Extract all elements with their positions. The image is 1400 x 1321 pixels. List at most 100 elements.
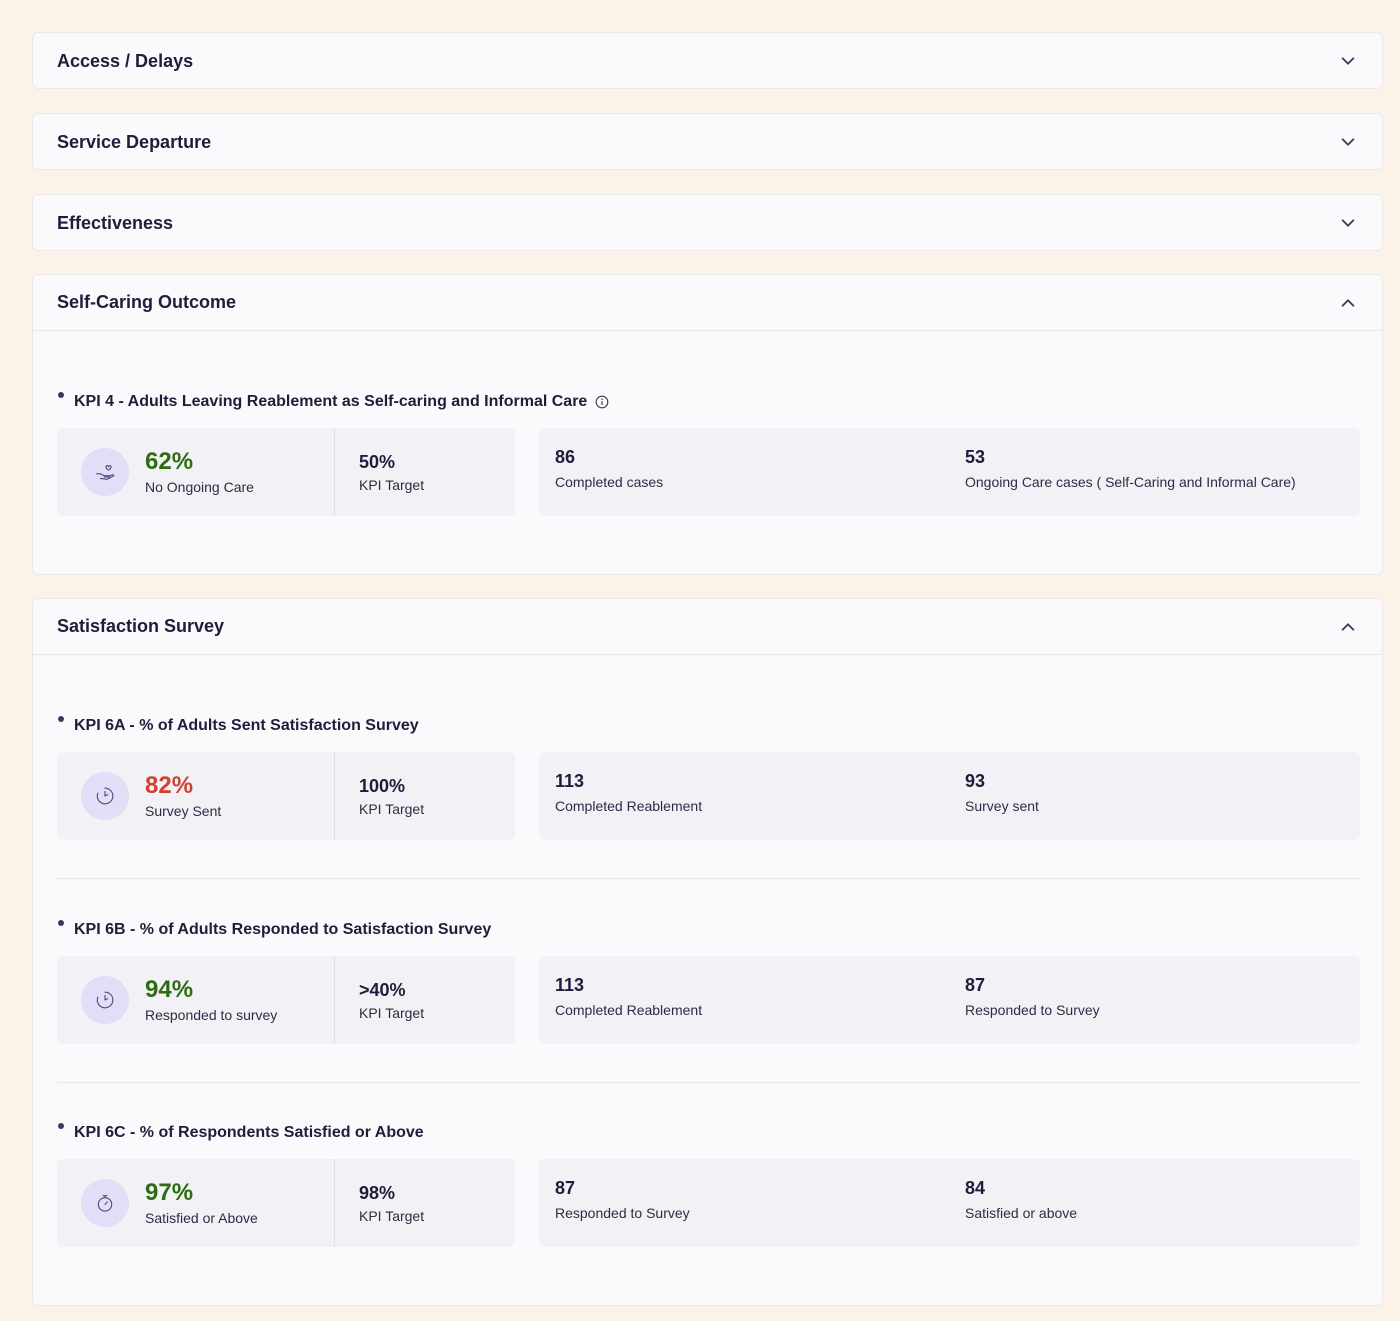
- hand-care-icon: [81, 448, 129, 496]
- kpi-target: 98% KPI Target: [335, 1159, 424, 1247]
- clock-icon: [81, 976, 129, 1024]
- stat-responded: 87 Responded to Survey: [965, 974, 1100, 1018]
- kpi-cards: 82% Survey Sent 100% KPI Target 113 Comp…: [57, 752, 1360, 840]
- kpi-title: KPI 4 - Adults Leaving Reablement as Sel…: [57, 392, 1360, 412]
- kpi-stats-card: 113 Completed Reablement 87 Responded to…: [539, 956, 1360, 1044]
- kpi-target: 50% KPI Target: [335, 428, 424, 516]
- chevron-down-icon[interactable]: [1338, 132, 1358, 152]
- kpi-result: 94% Responded to survey: [57, 956, 335, 1044]
- chevron-down-icon[interactable]: [1338, 51, 1358, 71]
- kpi-percentage-label: Survey Sent: [145, 803, 222, 819]
- info-icon[interactable]: [595, 395, 609, 409]
- chevron-up-icon[interactable]: [1338, 293, 1358, 313]
- chevron-up-icon[interactable]: [1338, 617, 1358, 637]
- kpi-stats-card: 113 Completed Reablement 93 Survey sent: [539, 752, 1360, 840]
- kpi-percentage: 97%: [145, 1179, 194, 1206]
- kpi-cards: 94% Responded to survey >40% KPI Target …: [57, 956, 1360, 1044]
- kpi-percentage: 94%: [145, 976, 194, 1003]
- stopwatch-icon: [81, 1179, 129, 1227]
- kpi-percentage-block: 97% Satisfied or Above: [145, 1179, 258, 1227]
- kpi-result: 82% Survey Sent: [57, 752, 335, 840]
- kpi-6a: KPI 6A - % of Adults Sent Satisfaction S…: [57, 716, 1360, 840]
- accordion-access-delays: Access / Delays: [32, 32, 1383, 89]
- kpi-stats-card: 86 Completed cases 53 Ongoing Care cases…: [539, 428, 1360, 516]
- kpi-percentage: 62%: [145, 448, 194, 475]
- stat-label: Completed Reablement: [555, 798, 703, 814]
- accordion-effectiveness: Effectiveness: [32, 194, 1383, 251]
- kpi-result: 62% No Ongoing Care: [57, 428, 335, 516]
- kpi-title-text: KPI 6C - % of Respondents Satisfied or A…: [74, 1124, 424, 1141]
- bullet-dot: [58, 920, 64, 926]
- kpi-percentage-label: Satisfied or Above: [145, 1210, 258, 1226]
- chevron-down-icon[interactable]: [1338, 213, 1358, 233]
- stat-satisfied: 84 Satisfied or above: [965, 1177, 1077, 1221]
- kpi-summary-card: 94% Responded to survey >40% KPI Target: [57, 956, 515, 1044]
- accordion-title: Effectiveness: [57, 212, 174, 233]
- kpi-target-label: KPI Target: [359, 1005, 425, 1021]
- accordion-title: Self-Caring Outcome: [57, 292, 237, 312]
- kpi-summary-card: 82% Survey Sent 100% KPI Target: [57, 752, 515, 840]
- kpi-6c: KPI 6C - % of Respondents Satisfied or A…: [57, 1123, 1360, 1247]
- accordion-header-satisfaction-survey[interactable]: Satisfaction Survey: [33, 599, 1382, 655]
- kpi-title-text: KPI 6B - % of Adults Responded to Satisf…: [74, 921, 492, 938]
- kpi-6b: KPI 6B - % of Adults Responded to Satisf…: [57, 920, 1360, 1044]
- kpi-percentage-label: No Ongoing Care: [145, 479, 254, 495]
- kpi-cards: 62% No Ongoing Care 50% KPI Target 86 Co…: [57, 428, 1360, 516]
- kpi-stats-card: 87 Responded to Survey 84 Satisfied or a…: [539, 1159, 1360, 1247]
- kpi-target: >40% KPI Target: [335, 956, 424, 1044]
- kpi-target-label: KPI Target: [359, 1208, 425, 1224]
- accordion-satisfaction-survey: Satisfaction Survey KPI 6A - % of Adults…: [32, 598, 1383, 1306]
- kpi-target-value: >40%: [359, 980, 406, 1000]
- accordion-header-self-caring-outcome[interactable]: Self-Caring Outcome: [33, 275, 1382, 331]
- accordion-header-access-delays[interactable]: Access / Delays: [33, 33, 1382, 89]
- accordion-title: Satisfaction Survey: [57, 616, 225, 636]
- accordion-header-service-departure[interactable]: Service Departure: [33, 114, 1382, 170]
- kpi-percentage-block: 82% Survey Sent: [145, 772, 222, 820]
- stat-value: 84: [965, 1178, 986, 1198]
- kpi-divider: [57, 1082, 1360, 1083]
- clock-icon: [81, 772, 129, 820]
- stat-label: Responded to Survey: [555, 1205, 690, 1221]
- kpi-summary-card: 62% No Ongoing Care 50% KPI Target: [57, 428, 515, 516]
- stat-label: Completed cases: [555, 474, 664, 490]
- stat-value: 86: [555, 447, 576, 467]
- stat-value: 87: [555, 1178, 576, 1198]
- kpi-percentage-label: Responded to survey: [145, 1007, 278, 1023]
- kpi-cards: 97% Satisfied or Above 98% KPI Target 87…: [57, 1159, 1360, 1247]
- kpi-percentage: 82%: [145, 772, 194, 799]
- accordion-header-effectiveness[interactable]: Effectiveness: [33, 195, 1382, 251]
- stat-label: Responded to Survey: [965, 1002, 1100, 1018]
- kpi-target-value: 98%: [359, 1183, 396, 1203]
- kpi-target-value: 50%: [359, 452, 396, 472]
- stat-label: Survey sent: [965, 798, 1039, 814]
- stat-survey-sent: 93 Survey sent: [965, 770, 1039, 814]
- kpi-summary-card: 97% Satisfied or Above 98% KPI Target: [57, 1159, 515, 1247]
- kpi-target: 100% KPI Target: [335, 752, 424, 840]
- stat-value: 113: [555, 771, 585, 791]
- stat-completed: 86 Completed cases: [555, 446, 663, 490]
- stat-ongoing: 53 Ongoing Care cases ( Self-Caring and …: [965, 446, 1296, 490]
- bullet-dot: [58, 716, 64, 722]
- kpi-percentage-block: 62% No Ongoing Care: [145, 448, 254, 496]
- kpi-result: 97% Satisfied or Above: [57, 1159, 335, 1247]
- stat-value: 53: [965, 447, 986, 467]
- stat-completed: 113 Completed Reablement: [555, 974, 702, 1018]
- accordion-title: Service Departure: [57, 131, 212, 152]
- kpi-title: KPI 6C - % of Respondents Satisfied or A…: [57, 1123, 1360, 1143]
- stat-value: 93: [965, 771, 986, 791]
- kpi-title-text: KPI 4 - Adults Leaving Reablement as Sel…: [74, 393, 588, 410]
- accordion-title: Access / Delays: [57, 50, 194, 71]
- bullet-dot: [58, 392, 64, 398]
- accordion-self-caring-outcome: Self-Caring Outcome KPI 4 - Adults Leavi…: [32, 274, 1383, 575]
- stat-label: Completed Reablement: [555, 1002, 703, 1018]
- kpi-divider: [57, 878, 1360, 879]
- stat-value: 87: [965, 975, 986, 995]
- kpi-4: KPI 4 - Adults Leaving Reablement as Sel…: [57, 392, 1360, 516]
- stat-value: 113: [555, 975, 585, 995]
- stat-responded: 87 Responded to Survey: [555, 1177, 690, 1221]
- stat-completed: 113 Completed Reablement: [555, 770, 702, 814]
- kpi-title: KPI 6B - % of Adults Responded to Satisf…: [57, 920, 1360, 940]
- kpi-title-text: KPI 6A - % of Adults Sent Satisfaction S…: [74, 717, 419, 734]
- stat-label: Ongoing Care cases ( Self-Caring and Inf…: [965, 474, 1296, 490]
